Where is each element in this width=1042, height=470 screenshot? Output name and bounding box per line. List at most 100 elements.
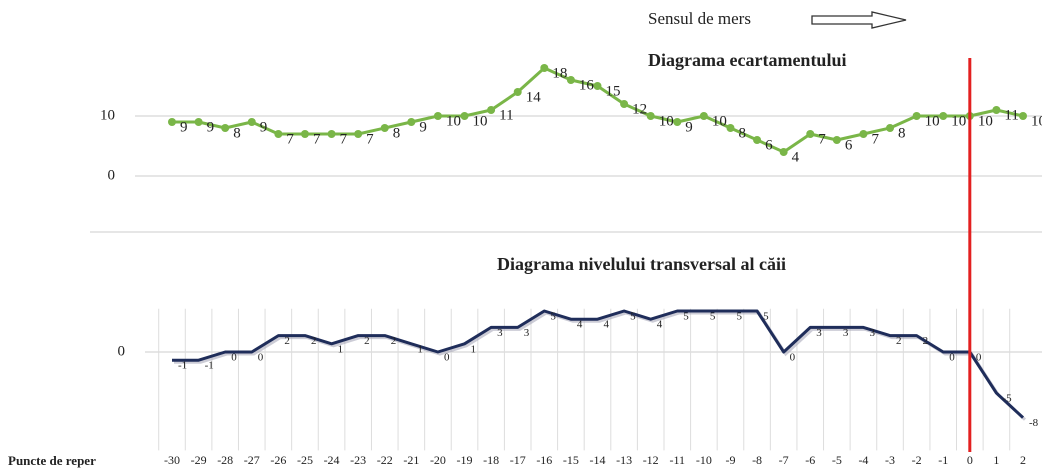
- x-tick-label: -6: [805, 453, 815, 467]
- data-label: 16: [579, 77, 595, 93]
- x-tick-label: 1: [993, 453, 999, 467]
- point: [753, 136, 762, 144]
- data-label: 4: [792, 149, 800, 165]
- x-tick-label: -1: [938, 453, 948, 467]
- data-label: 8: [898, 125, 906, 141]
- data-label: 7: [286, 131, 294, 147]
- data-label: 2: [923, 335, 929, 347]
- chart-title: Diagrama ecartamentului: [648, 50, 846, 70]
- data-label: 3: [843, 327, 849, 339]
- x-tick-label: -10: [696, 453, 712, 467]
- point: [939, 112, 948, 120]
- data-label: 3: [816, 327, 822, 339]
- direction-arrow: [811, 11, 907, 29]
- x-tick-label: 0: [967, 453, 973, 467]
- bottom-chart: 0-30 -29 -28 -27 -26 -25 -24 -23 -22 -21 -20 -19 -18…: [118, 308, 1042, 467]
- data-label: 10: [1031, 113, 1042, 129]
- point: [646, 112, 655, 120]
- point: [354, 130, 363, 138]
- y-tick-label: 0: [108, 167, 116, 183]
- data-label: 3: [869, 327, 875, 339]
- x-tick-label: -3: [885, 453, 895, 467]
- x-tick-label: -19: [457, 453, 473, 467]
- x-tick-label: -12: [643, 453, 659, 467]
- data-label: 14: [526, 89, 542, 105]
- x-tick-label: -26: [270, 453, 286, 467]
- data-label: 2: [364, 335, 370, 347]
- data-label: 9: [180, 119, 188, 135]
- data-label: 10: [925, 113, 940, 129]
- data-label: 0: [231, 352, 237, 364]
- point: [806, 130, 815, 138]
- y-tick-label: 10: [100, 107, 115, 123]
- point: [168, 118, 176, 126]
- point: [779, 148, 788, 156]
- point: [912, 112, 921, 120]
- data-label: 2: [284, 335, 290, 347]
- series-line: [172, 66, 1024, 154]
- point: [407, 118, 416, 126]
- data-label: -1: [178, 360, 187, 372]
- data-label: 4: [604, 319, 610, 331]
- data-label: 0: [976, 352, 982, 364]
- point: [699, 112, 708, 120]
- line-shadow: [174, 311, 1027, 421]
- point: [194, 118, 203, 126]
- x-tick-label: -2: [912, 453, 922, 467]
- data-label: 7: [366, 131, 374, 147]
- x-tick-label: -17: [510, 453, 526, 467]
- point: [460, 112, 469, 120]
- chart-title: Diagrama nivelului transversal al căii: [497, 254, 786, 274]
- point: [380, 124, 389, 132]
- y-tick-label: 0: [118, 343, 126, 359]
- data-label: 10: [659, 113, 674, 129]
- point: [247, 118, 256, 126]
- data-label: 8: [233, 125, 241, 141]
- data-label: 4: [577, 319, 583, 331]
- data-label: 9: [207, 119, 215, 135]
- data-label: 10: [473, 113, 488, 129]
- point: [327, 130, 336, 138]
- x-tick-label: 2: [1020, 453, 1026, 467]
- data-label: 7: [818, 131, 826, 147]
- data-label: 7: [871, 131, 879, 147]
- top-chart: 0 10 9 9 8 9 7 7 7 7 8 9 10 10 11 14 18 16 15 12 10 9 10 8 6 4 7 6 7…: [100, 64, 1042, 183]
- data-label: 5: [683, 311, 689, 323]
- point: [832, 136, 841, 144]
- data-label: 18: [552, 65, 567, 81]
- data-label: 7: [340, 131, 348, 147]
- data-label: 6: [845, 137, 853, 153]
- x-tick-label: -15: [563, 453, 579, 467]
- x-tick-label: -29: [191, 453, 207, 467]
- data-label: 1: [417, 343, 423, 355]
- point: [566, 76, 575, 84]
- data-label: 5: [736, 311, 742, 323]
- data-label: 10: [978, 113, 993, 129]
- data-label: 8: [393, 125, 401, 141]
- data-label: 7: [313, 131, 321, 147]
- data-label: 5: [630, 311, 636, 323]
- x-tick-label: -11: [670, 453, 686, 467]
- x-tick-label: -4: [858, 453, 868, 467]
- x-tick-label: -25: [297, 453, 313, 467]
- data-label: 5: [550, 311, 556, 323]
- data-label: 9: [685, 119, 693, 135]
- data-label: 2: [311, 335, 317, 347]
- point: [593, 82, 602, 90]
- data-label: 5: [763, 311, 769, 323]
- point: [540, 64, 549, 72]
- direction-label: Sensul de mers: [648, 9, 751, 28]
- data-label: 0: [258, 352, 264, 364]
- point: [300, 130, 309, 138]
- x-tick-label: -24: [324, 453, 340, 467]
- data-label: 2: [391, 335, 397, 347]
- point: [992, 106, 1001, 114]
- data-label: 1: [471, 343, 477, 355]
- data-label: 0: [949, 352, 955, 364]
- x-tick-label: -9: [725, 453, 735, 467]
- point: [726, 124, 735, 132]
- data-label: 5: [710, 311, 716, 323]
- data-label: 9: [419, 119, 427, 135]
- data-label: -1: [205, 360, 214, 372]
- point: [433, 112, 442, 120]
